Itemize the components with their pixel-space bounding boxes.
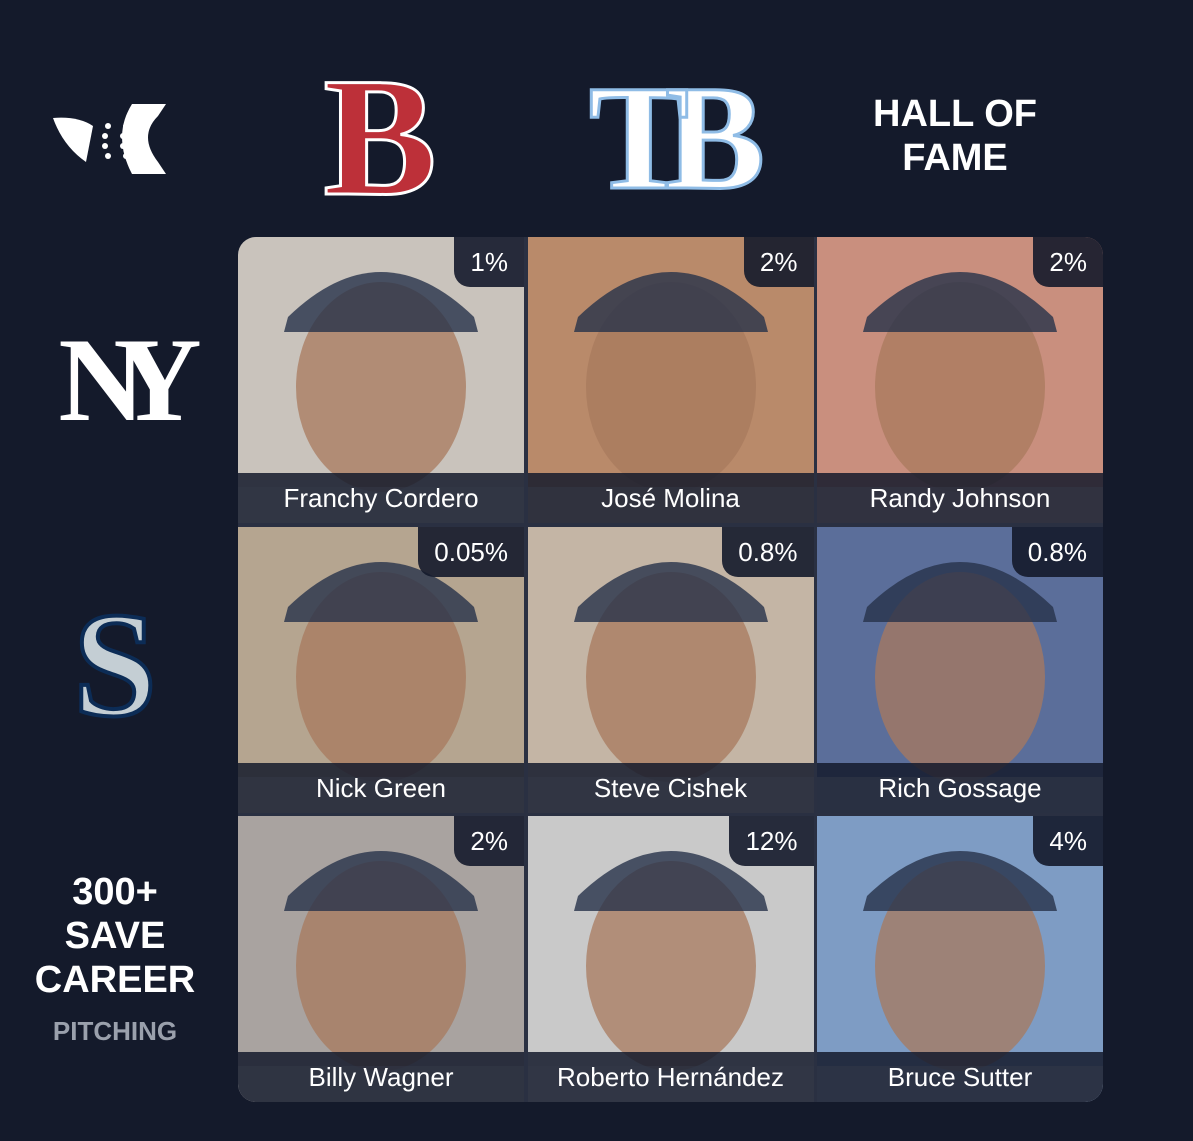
player-name: José Molina xyxy=(527,473,814,523)
percent-badge: 0.8% xyxy=(722,526,814,577)
player-photo xyxy=(238,851,524,1102)
percent-badge: 2% xyxy=(743,237,814,287)
column-header: HALL OF FAME xyxy=(873,93,1037,179)
percent-badge: 0.05% xyxy=(418,526,524,577)
grid-cell[interactable]: 0.8% Rich Gossage xyxy=(817,526,1103,813)
player-name: Roberto Hernández xyxy=(527,1052,814,1102)
player-name: Steve Cishek xyxy=(527,762,814,813)
percent-badge: 1% xyxy=(454,237,524,287)
grid-cell[interactable]: 12% Roberto Hernández xyxy=(527,816,814,1102)
player-name: Nick Green xyxy=(238,762,524,813)
player-name: Billy Wagner xyxy=(238,1052,524,1102)
grid: 1% Franchy Cordero 2% José Molina 2% Randy Jo… xyxy=(238,237,1103,1102)
grid-cell[interactable]: 0.05% Nick Green xyxy=(238,526,524,813)
rays-logo: TB xyxy=(587,55,766,221)
percent-badge: 0.8% xyxy=(1011,526,1103,577)
grid-cell[interactable]: 4% Bruce Sutter xyxy=(817,816,1103,1102)
player-name: Rich Gossage xyxy=(817,762,1103,813)
grid-cell[interactable]: 2% Billy Wagner xyxy=(238,816,524,1102)
mariners-logo: S xyxy=(71,580,158,750)
row-header: 300+ SAVE CAREER xyxy=(34,871,196,1001)
percent-badge: 12% xyxy=(729,816,814,866)
grid-cell[interactable]: 2% Randy Johnson xyxy=(817,237,1103,523)
grid-cell[interactable]: 0.8% Steve Cishek xyxy=(527,526,814,813)
percent-badge: 2% xyxy=(1033,237,1103,287)
corner-logo xyxy=(53,104,166,174)
player-name: Randy Johnson xyxy=(817,473,1103,523)
row-subheader: PITCHING xyxy=(52,1016,178,1046)
red-sox-logo: B xyxy=(322,43,438,231)
player-name: Franchy Cordero xyxy=(238,473,524,523)
percent-badge: 2% xyxy=(454,816,524,866)
grid-cell[interactable]: 1% Franchy Cordero xyxy=(238,237,524,523)
percent-badge: 4% xyxy=(1033,816,1103,866)
player-name: Bruce Sutter xyxy=(817,1052,1103,1102)
grid-cell[interactable]: 2% José Molina xyxy=(527,237,814,523)
yankees-logo: NY xyxy=(58,313,201,446)
